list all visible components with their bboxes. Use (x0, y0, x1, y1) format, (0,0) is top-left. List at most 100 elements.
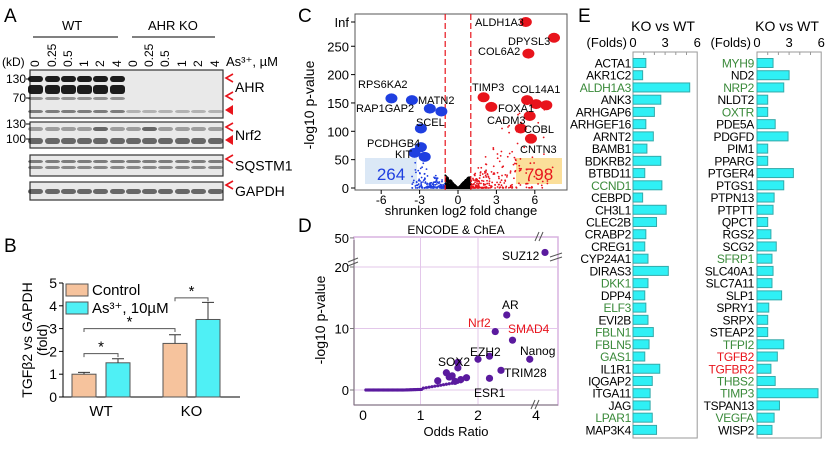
lane-label: 1 (175, 60, 189, 67)
gene-label-iqgap2: IQGAP2 (588, 374, 632, 388)
significance-bracket (174, 297, 209, 302)
data-point-background (464, 179, 467, 182)
data-point-background (433, 181, 436, 183)
gene-label-aldh1a3: ALDH1A3 (580, 81, 632, 95)
data-point-background (420, 184, 423, 187)
band (110, 110, 125, 113)
data-point-background (424, 182, 427, 184)
data-point-background (416, 184, 419, 186)
data-point-background (449, 179, 452, 182)
data-point-background (415, 181, 418, 184)
lane-label: 1 (77, 60, 91, 67)
data-point-background (502, 165, 505, 168)
bar-dkk1 (632, 278, 649, 289)
band (61, 166, 76, 169)
band (45, 189, 60, 194)
data-point-background (435, 180, 438, 182)
plot-frame (353, 236, 559, 406)
data-point-background (520, 121, 523, 124)
bar-slc7a11 (756, 278, 773, 289)
data-point-background (423, 173, 426, 175)
bar-cebpd (632, 192, 644, 203)
data-point-unlabeled (448, 372, 456, 380)
gene-label-steap2: STEAP2 (710, 326, 755, 340)
y-tick-label: 0 (49, 389, 57, 405)
data-point-background (449, 187, 452, 189)
data-point-background (479, 171, 482, 174)
y-tick-label: 100 (327, 124, 349, 139)
up-regulated-count: 798 (525, 165, 553, 184)
gene-label-nldt2: NLDT2 (717, 93, 754, 107)
data-point-background (411, 187, 414, 189)
bar-tgfb2 (756, 351, 778, 362)
data-point-background (500, 184, 503, 187)
point-label-aldh1a3: ALDH1A3 (475, 17, 524, 29)
point-label-suz12: SUZ12 (502, 249, 540, 263)
data-point-background (502, 187, 505, 189)
lane-label: 0 (28, 60, 42, 67)
point-label-col6a2: COL6A2 (478, 46, 520, 58)
x-tick-label: 0 (753, 35, 760, 50)
bar-creg1 (632, 241, 646, 252)
bar-clec2b (632, 216, 658, 227)
chart-title: ENCODE & ChEA (407, 223, 504, 237)
gene-label-ptger4: PTGER4 (708, 167, 755, 181)
data-point-background (411, 183, 414, 185)
data-point-background (530, 186, 533, 189)
x-tick-label: 3 (661, 35, 668, 50)
bar-scg2 (756, 241, 777, 252)
data-point-background (457, 187, 460, 189)
data-point-background (511, 150, 514, 153)
data-point-background (447, 185, 450, 188)
data-point-background (415, 184, 418, 187)
band (110, 189, 125, 194)
data-point-background (513, 156, 516, 159)
panel-label-c: C (298, 6, 312, 27)
data-point-background (518, 164, 521, 167)
data-point-background (490, 185, 493, 188)
gene-label-cebpd: CEBPD (591, 191, 631, 205)
up-count-box (516, 158, 562, 184)
point-label-timp3: TIMP3 (472, 82, 504, 94)
band (175, 127, 190, 131)
x-tick-label: -3 (414, 193, 425, 207)
data-point-minor (427, 385, 431, 389)
gene-label-crabp2: CRABP2 (585, 228, 632, 242)
data-point-background (432, 183, 435, 186)
data-point-background (441, 180, 443, 183)
bar-gas1 (632, 351, 646, 362)
x-tick-label: 3 (493, 193, 500, 207)
bar-slc40a1 (756, 265, 774, 276)
data-point-minor (430, 385, 434, 389)
data-point-minor (439, 383, 443, 387)
data-point-background (478, 177, 481, 179)
band (126, 189, 141, 194)
y-tick-label: Inf (335, 15, 350, 30)
data-point-background (498, 160, 501, 163)
bar-bdkrb2 (632, 155, 662, 166)
gene-label-ank3: ANK3 (601, 93, 632, 107)
gene-label-slp1: SLP1 (726, 289, 755, 303)
band (28, 138, 43, 144)
data-point-background (484, 156, 487, 158)
data-point-background (424, 186, 427, 189)
gene-label-arhgap6: ARHGAP6 (576, 105, 632, 119)
data-point-background (488, 180, 491, 183)
data-point-background (516, 142, 519, 145)
x-tick-label: 3 (785, 35, 792, 50)
y-tick-label: 4 (49, 298, 57, 314)
data-point-background (429, 182, 432, 184)
data-point-background (435, 183, 438, 185)
y-tick-label: 20 (335, 260, 349, 275)
data-point-background (422, 181, 424, 183)
band (110, 85, 125, 94)
y-axis-label: -log10 p-value (301, 60, 317, 149)
band (93, 160, 108, 163)
arrow-icon (224, 180, 234, 190)
data-point-background (519, 169, 522, 171)
bar-pim1 (756, 143, 769, 154)
bar-lpar1 (632, 412, 653, 423)
bar-nrp2 (756, 82, 785, 93)
band (93, 110, 108, 113)
gene-label-tgfb2: TGFB2 (717, 350, 755, 364)
